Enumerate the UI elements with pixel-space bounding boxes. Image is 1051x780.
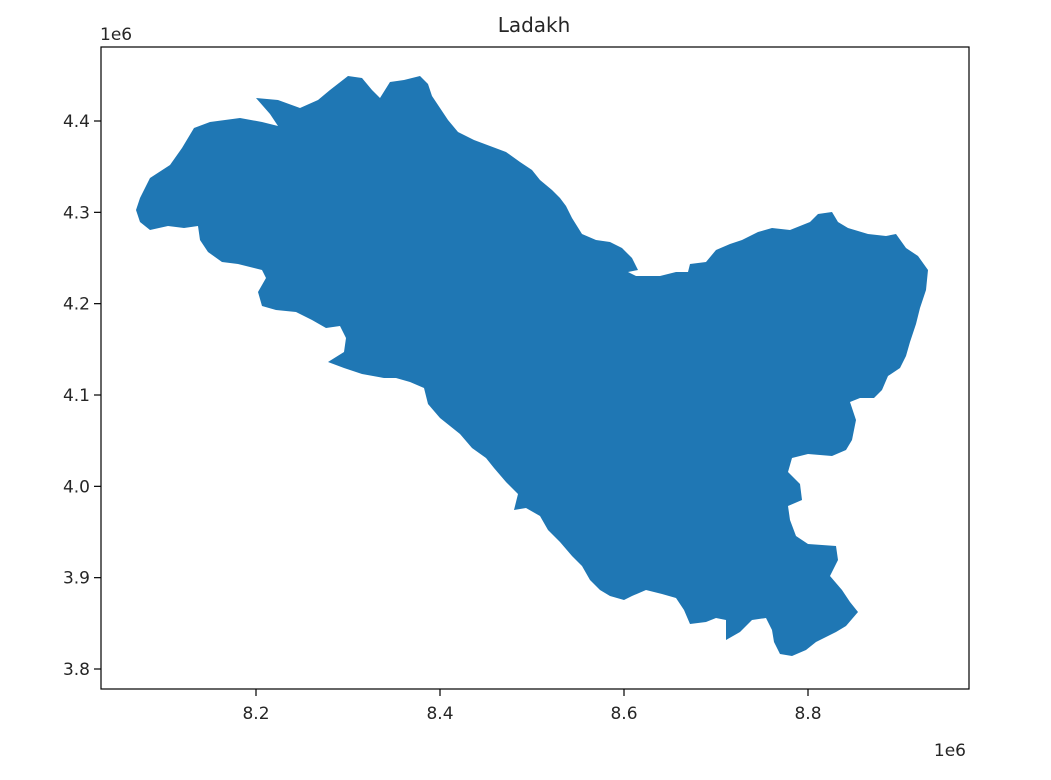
x-tick-label: 8.6 — [610, 704, 637, 724]
y-tick-label: 4.0 — [63, 477, 90, 497]
y-tick-label: 3.8 — [63, 660, 90, 680]
x-axis-ticks: 8.2 8.4 8.6 8.8 — [242, 689, 822, 724]
y-tick-label: 4.4 — [63, 112, 90, 132]
chart-title: Ladakh — [498, 13, 571, 37]
ladakh-region — [136, 76, 928, 656]
x-tick-label: 8.4 — [426, 704, 453, 724]
y-tick-label: 4.3 — [63, 203, 90, 223]
y-tick-label: 4.2 — [63, 295, 90, 315]
y-tick-label: 3.9 — [63, 569, 90, 589]
x-tick-label: 8.8 — [794, 704, 821, 724]
x-offset-label: 1e6 — [934, 741, 966, 761]
y-offset-label: 1e6 — [100, 25, 132, 45]
y-tick-label: 4.1 — [63, 386, 90, 406]
x-tick-label: 8.2 — [242, 704, 269, 724]
y-axis-ticks: 3.8 3.9 4.0 4.1 4.2 4.3 4.4 — [63, 112, 101, 680]
axes-frame — [100, 46, 970, 690]
